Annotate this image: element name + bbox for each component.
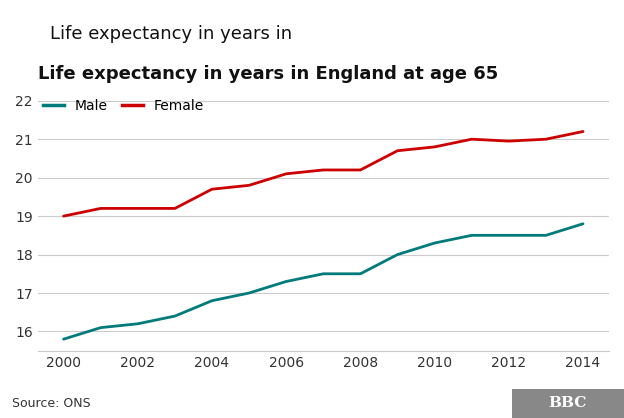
Text: Life expectancy in years in England at age 65: Life expectancy in years in England at a… — [37, 65, 498, 83]
Text: Source: ONS: Source: ONS — [12, 397, 91, 410]
Text: Life expectancy in years in ​England at age 65: Life expectancy in years in ​England at … — [50, 25, 462, 43]
Legend: Male, Female: Male, Female — [37, 93, 210, 118]
Text: BBC: BBC — [548, 396, 587, 410]
Text: Life expectancy in years in: Life expectancy in years in — [50, 25, 298, 43]
